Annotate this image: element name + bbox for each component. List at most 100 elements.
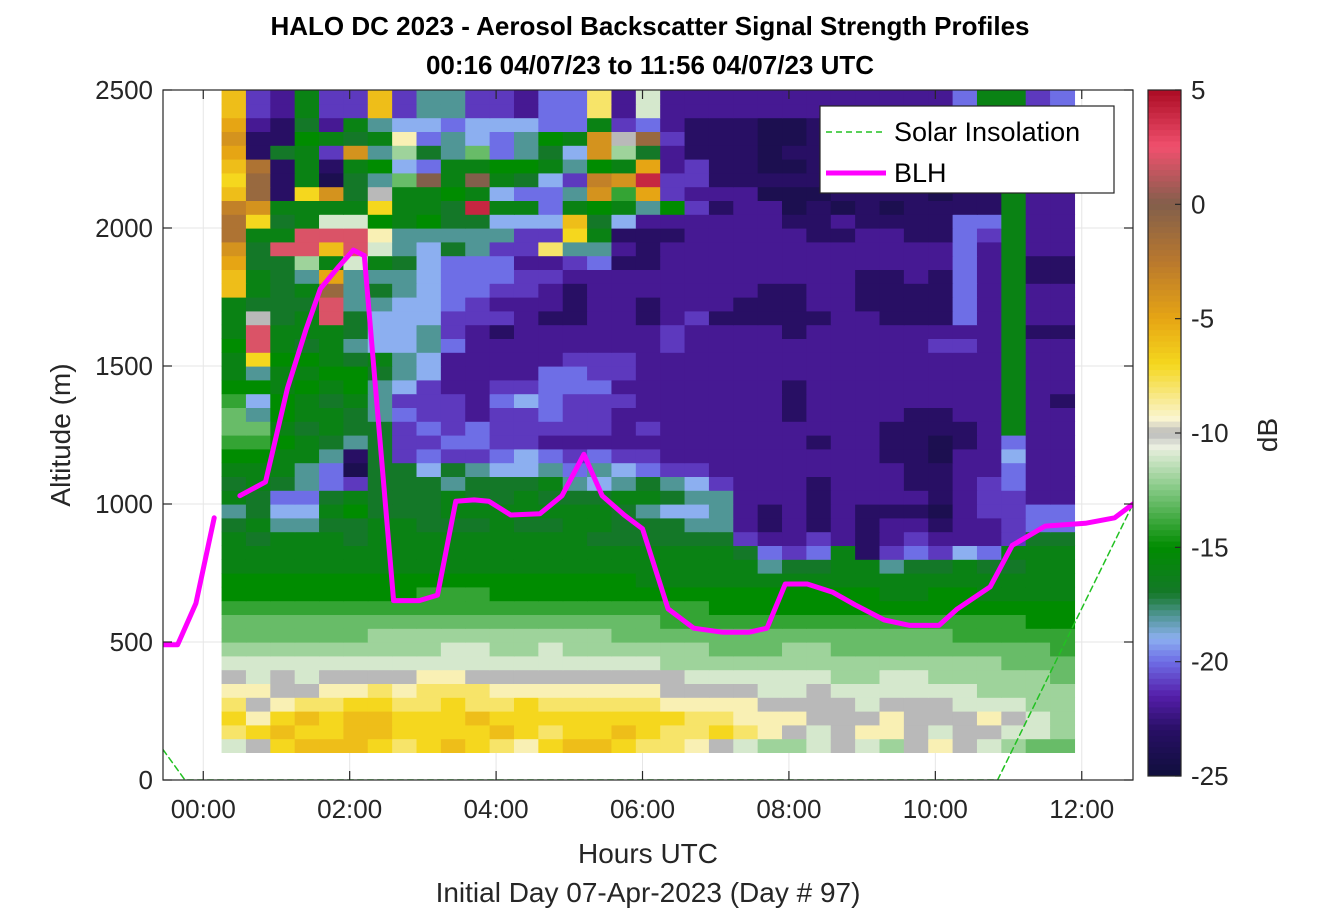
- heatmap-cell: [830, 283, 856, 298]
- heatmap-cell: [733, 145, 759, 160]
- heatmap-cell: [416, 103, 442, 119]
- colorbar-segment: [1148, 553, 1181, 560]
- heatmap-cell: [343, 421, 369, 436]
- blh-line: [163, 515, 217, 648]
- heatmap-cell: [367, 255, 393, 270]
- heatmap-cell: [855, 614, 881, 629]
- heatmap-cell: [343, 214, 369, 229]
- heatmap-cell: [343, 711, 369, 726]
- heatmap-cell: [611, 559, 637, 574]
- heatmap-cell: [782, 393, 807, 408]
- heatmap-cell: [733, 159, 759, 174]
- heatmap-cell: [221, 352, 247, 367]
- heatmap-cell: [635, 462, 661, 477]
- heatmap-cell: [830, 586, 856, 602]
- heatmap-cell: [367, 90, 393, 105]
- heatmap-cell: [903, 297, 929, 312]
- heatmap-cell: [221, 421, 247, 436]
- heatmap-cell: [440, 559, 466, 574]
- heatmap-cell: [513, 614, 539, 629]
- heatmap-cell: [1001, 435, 1027, 450]
- heatmap-cell: [319, 214, 345, 229]
- heatmap-cell: [611, 545, 637, 560]
- heatmap-cell: [367, 738, 393, 753]
- heatmap-cell: [294, 573, 320, 588]
- heatmap-cell: [1025, 228, 1051, 243]
- heatmap-cell: [903, 545, 929, 560]
- heatmap-cell: [782, 669, 807, 684]
- heatmap-cell: [392, 269, 418, 284]
- heatmap-cell: [903, 283, 929, 298]
- heatmap-cell: [392, 628, 418, 643]
- heatmap-cell: [440, 338, 466, 353]
- heatmap-cell: [782, 724, 807, 740]
- heatmap-cell: [465, 421, 491, 436]
- heatmap-cell: [611, 711, 637, 726]
- colorbar-segment: [1148, 238, 1181, 245]
- heatmap-cell: [221, 711, 247, 726]
- heatmap-cell: [733, 283, 759, 298]
- heatmap-cell: [392, 573, 418, 588]
- heatmap-cell: [245, 269, 271, 284]
- heatmap-cell: [733, 421, 759, 436]
- heatmap-cell: [416, 600, 442, 615]
- heatmap-cell: [440, 228, 466, 243]
- heatmap-cell: [757, 338, 783, 353]
- heatmap-cell: [465, 724, 491, 740]
- heatmap-cell: [733, 642, 759, 657]
- heatmap-cell: [708, 214, 734, 229]
- heatmap-cell: [392, 490, 418, 505]
- heatmap-cell: [367, 324, 393, 339]
- heatmap-cell: [757, 545, 783, 560]
- heatmap-cell: [903, 269, 929, 284]
- heatmap-cell: [976, 379, 1002, 395]
- heatmap-cell: [611, 103, 637, 119]
- heatmap-cell: [903, 214, 929, 229]
- heatmap-cell: [270, 586, 296, 602]
- heatmap-cell: [1001, 214, 1027, 229]
- heatmap-cell: [903, 90, 929, 105]
- heatmap-cell: [343, 462, 369, 477]
- heatmap-cell: [245, 297, 271, 312]
- heatmap-cell: [319, 586, 345, 602]
- colorbar-segment: [1148, 735, 1181, 743]
- heatmap-cell: [1025, 669, 1051, 684]
- heatmap-cell: [489, 600, 515, 615]
- heatmap-cell: [708, 159, 734, 174]
- colorbar-segment: [1148, 450, 1181, 457]
- heatmap-cell: [976, 738, 1002, 753]
- heatmap-cell: [270, 517, 296, 533]
- heatmap-cell: [367, 297, 393, 312]
- heatmap-cell: [1001, 255, 1027, 270]
- heatmap-cell: [245, 655, 271, 671]
- heatmap-cell: [830, 338, 856, 353]
- heatmap-cell: [367, 504, 393, 519]
- heatmap-cell: [1050, 393, 1076, 408]
- heatmap-cell: [782, 214, 807, 229]
- colorbar-segment: [1148, 335, 1181, 343]
- heatmap-cell: [319, 145, 345, 160]
- heatmap-cell: [879, 642, 905, 657]
- heatmap-cell: [587, 655, 613, 671]
- heatmap-cell: [782, 655, 807, 671]
- heatmap-cell: [1001, 338, 1027, 353]
- heatmap-cell: [928, 642, 954, 657]
- heatmap-cell: [245, 642, 271, 657]
- heatmap-cell: [489, 642, 515, 657]
- heatmap-cell: [733, 103, 759, 119]
- heatmap-cell: [733, 448, 759, 464]
- heatmap-cell: [513, 186, 539, 201]
- heatmap-cell: [855, 504, 881, 519]
- heatmap-cell: [611, 683, 637, 698]
- heatmap-cell: [343, 310, 369, 326]
- y-axis-label: Altitude (m): [45, 363, 76, 506]
- heatmap-cell: [513, 545, 539, 560]
- heatmap-cell: [903, 504, 929, 519]
- heatmap-cell: [928, 476, 954, 491]
- heatmap-cell: [830, 448, 856, 464]
- heatmap-cell: [635, 504, 661, 519]
- heatmap-cell: [343, 642, 369, 657]
- heatmap-cell: [708, 642, 734, 657]
- heatmap-cell: [513, 283, 539, 298]
- chart-title: HALO DC 2023 - Aerosol Backscatter Signa…: [270, 11, 1029, 41]
